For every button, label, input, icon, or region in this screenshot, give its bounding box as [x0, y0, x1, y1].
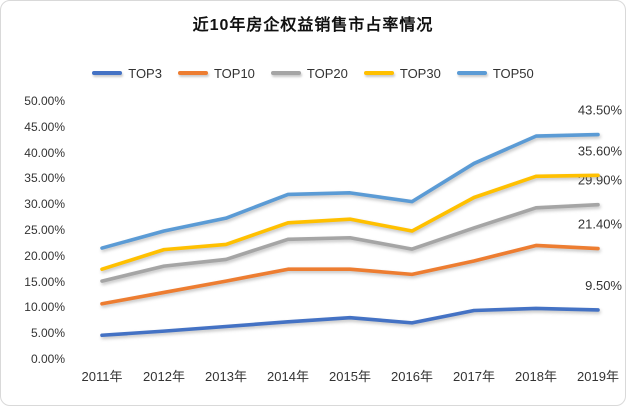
x-tick-label: 2016年 [391, 369, 433, 384]
data-label-top50: 43.50% [578, 103, 623, 118]
y-tick-label: 50.00% [24, 94, 65, 108]
legend-line-swatch [456, 71, 487, 75]
y-tick-label: 45.00% [24, 119, 65, 134]
legend-item-top10: TOP10 [177, 65, 255, 81]
chart-title: 近10年房企权益销售市占率情况 [192, 17, 434, 34]
x-tick-label: 2012年 [143, 369, 185, 384]
data-label-top30: 35.60% [578, 143, 623, 158]
legend-line-swatch [270, 71, 301, 75]
x-tick-label: 2013年 [205, 369, 247, 384]
x-tick-label: 2011年 [81, 369, 123, 384]
series-line-top20 [100, 202, 600, 283]
legend-label: TOP10 [213, 65, 255, 81]
y-tick-label: 5.00% [30, 326, 65, 341]
legend-label: TOP3 [128, 65, 162, 81]
x-tick-label: 2018年 [515, 369, 557, 384]
data-label-top10: 21.40% [578, 217, 623, 232]
x-tick-label: 2019年 [577, 369, 619, 384]
legend-label: TOP50 [492, 65, 534, 81]
y-tick-label: 25.00% [24, 223, 65, 237]
series-line-top3 [100, 306, 600, 338]
chart-legend: TOP3 TOP10 TOP20 TOP30 TOP50 [1, 63, 625, 83]
y-tick-label: 15.00% [24, 274, 65, 289]
x-tick-label: 2017年 [453, 369, 495, 384]
legend-item-top3: TOP3 [92, 66, 162, 81]
y-tick-label: 40.00% [24, 145, 65, 160]
legend-line-swatch [363, 71, 394, 75]
y-tick-label: 10.00% [24, 300, 65, 315]
legend-line-swatch [92, 71, 123, 75]
data-label-top3: 9.50% [585, 278, 622, 293]
y-tick-label: 20.00% [24, 248, 65, 263]
legend-line-swatch [177, 71, 208, 75]
legend-item-top30: TOP30 [363, 65, 441, 81]
y-tick-label: 30.00% [24, 197, 65, 212]
legend-label: TOP20 [306, 65, 348, 81]
y-tick-label: 35.00% [24, 171, 65, 186]
series-line-top50 [100, 132, 600, 250]
series-line-top30 [100, 173, 600, 272]
series-line-top10 [100, 243, 600, 306]
x-tick-label: 2014年 [267, 369, 309, 384]
legend-label: TOP30 [399, 65, 441, 81]
x-tick-label: 2015年 [329, 369, 371, 384]
legend-item-top50: TOP50 [456, 65, 534, 81]
legend-item-top20: TOP20 [270, 65, 348, 81]
y-tick-label: 0.00% [30, 352, 65, 366]
